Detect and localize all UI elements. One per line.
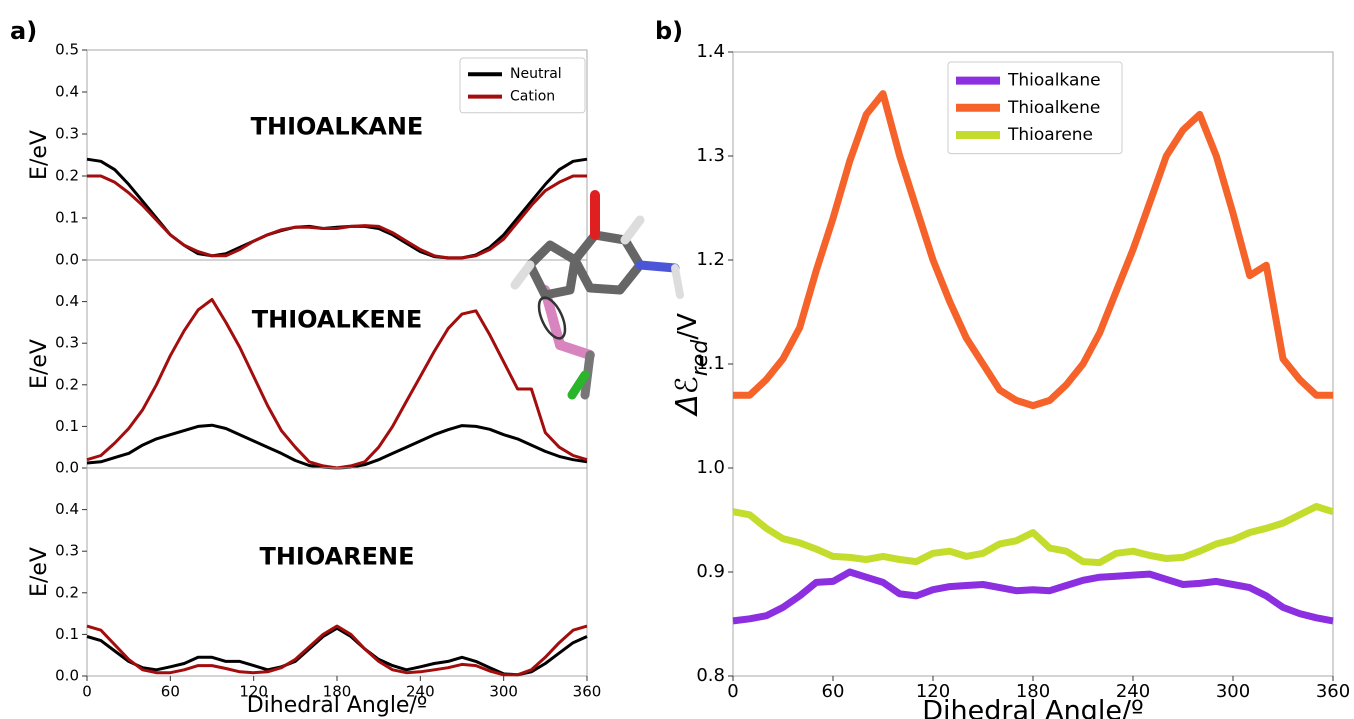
x-axis-label: Dihedral Angle/º: [922, 696, 1144, 719]
x-tick-label: 300: [489, 683, 518, 701]
line-series: [87, 425, 587, 468]
y-tick-label: 0.4: [55, 292, 79, 310]
line-series: [733, 572, 1333, 621]
line-series: [87, 159, 587, 258]
x-tick-label: 0: [82, 683, 92, 701]
panel-label: b): [655, 17, 683, 45]
y-tick-label: 0.3: [55, 125, 79, 143]
y-axis-label-part: red: [688, 339, 713, 377]
line-series: [87, 628, 587, 675]
x-axis-label: Dihedral Angle/º: [247, 693, 428, 718]
y-tick-label: 0.0: [55, 667, 79, 685]
y-tick-label: 1.4: [696, 41, 725, 62]
y-tick-label: 0.1: [55, 209, 79, 227]
y-tick-label: 0.1: [55, 417, 79, 435]
x-tick-label: 60: [161, 683, 180, 701]
x-tick-label: 300: [1216, 681, 1250, 702]
x-tick-label: 60: [822, 681, 845, 702]
y-tick-label: 0.8: [696, 665, 725, 686]
x-tick-label: 360: [1316, 681, 1350, 702]
y-tick-label: 0.2: [55, 583, 79, 601]
legend-label: Neutral: [510, 66, 562, 82]
y-tick-label: 0.3: [55, 334, 79, 352]
figure: a) 0.0 0.1 0.2 0.3 0.4 0.5 E/eV THIOALKANE Neutra…: [0, 0, 1354, 719]
y-axis-label: E/eV: [27, 130, 52, 180]
line-series: [87, 176, 587, 258]
x-tick-label: 0: [727, 681, 738, 702]
legend-label: Cation: [510, 89, 555, 105]
molecule-illustration: [515, 195, 680, 395]
y-tick-label: 1.2: [696, 249, 725, 270]
y-tick-label: 0.3: [55, 542, 79, 560]
y-axis-label: Δℰred/V: [670, 313, 713, 417]
line-series: [733, 507, 1333, 563]
y-axis-label-part: /V: [673, 313, 703, 340]
y-tick-label: 1.0: [696, 457, 725, 478]
annotation: THIOALKENE: [252, 305, 422, 333]
y-tick-label: 0.0: [55, 459, 79, 477]
y-axis-label: E/eV: [27, 547, 52, 597]
y-tick-label: 1.3: [696, 145, 725, 166]
y-tick-label: 0.4: [55, 83, 79, 101]
y-tick-label: 0.9: [696, 561, 725, 582]
y-tick-label: 0.0: [55, 251, 79, 269]
y-axis-label-part: Δℰ: [670, 376, 705, 417]
legend-label: Thioarene: [1007, 125, 1093, 145]
y-tick-label: 0.2: [55, 375, 79, 393]
y-tick-label: 0.1: [55, 625, 79, 643]
y-tick-label: 0.2: [55, 167, 79, 185]
annotation: THIOARENE: [259, 542, 414, 570]
y-tick-label: 0.5: [55, 41, 79, 59]
y-tick-label: 0.4: [55, 500, 79, 518]
legend-label: Thioalkane: [1007, 71, 1101, 91]
legend-label: Thioalkene: [1007, 98, 1100, 118]
x-tick-label: 360: [573, 683, 602, 701]
y-axis-label: E/eV: [27, 339, 52, 389]
plot-frame: [87, 468, 587, 676]
annotation: THIOALKANE: [251, 113, 424, 141]
panel-label: a): [10, 17, 37, 45]
